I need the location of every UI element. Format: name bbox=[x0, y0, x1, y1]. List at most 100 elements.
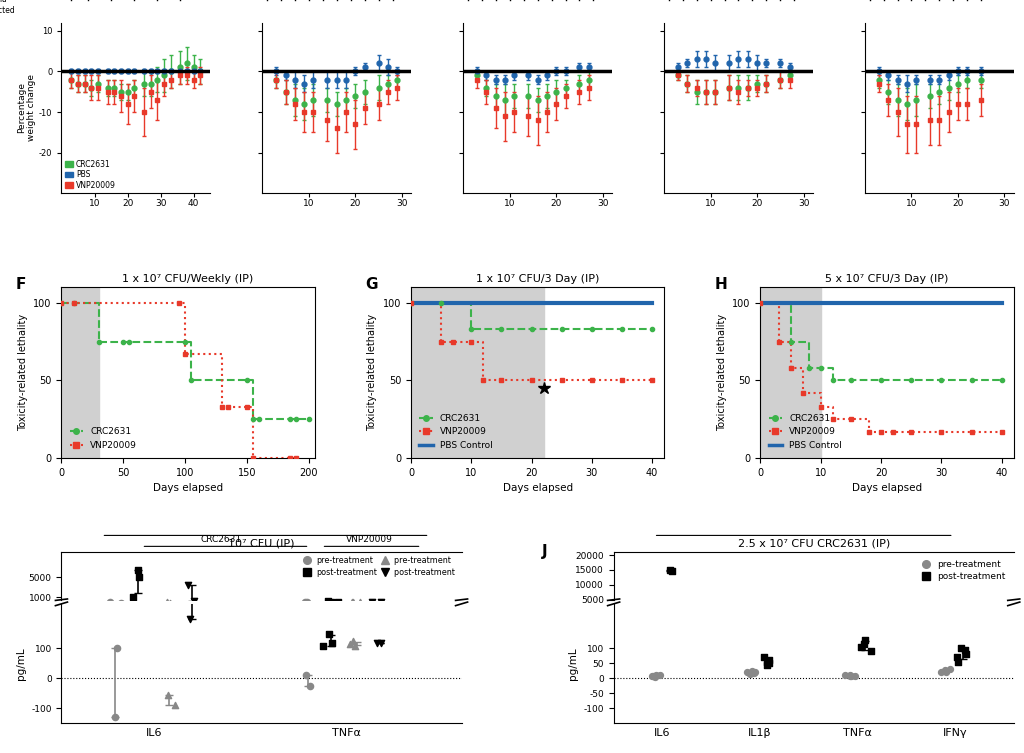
Point bbox=[650, 608, 667, 620]
Point bbox=[843, 608, 859, 620]
Point bbox=[321, 596, 337, 608]
Point bbox=[938, 665, 954, 677]
Point bbox=[842, 608, 858, 620]
Y-axis label: pg/mL: pg/mL bbox=[15, 647, 26, 680]
Point bbox=[162, 596, 178, 608]
Point bbox=[129, 375, 145, 387]
Bar bbox=[411, 288, 544, 458]
Point bbox=[651, 608, 668, 620]
Point bbox=[323, 596, 339, 608]
Point bbox=[954, 608, 971, 620]
Point bbox=[956, 644, 973, 656]
Point bbox=[761, 657, 777, 669]
Legend: pre-treatment, post-treatment: pre-treatment, post-treatment bbox=[920, 556, 1010, 584]
Point bbox=[741, 608, 758, 620]
Point bbox=[861, 608, 878, 620]
Point bbox=[742, 668, 759, 680]
Title: 10⁷ CFU (IP): 10⁷ CFU (IP) bbox=[228, 538, 295, 548]
Y-axis label: Toxicity-related lethality: Toxicity-related lethality bbox=[368, 314, 377, 431]
Title: 1 x 10⁷ CFU/Weekly (IP): 1 x 10⁷ CFU/Weekly (IP) bbox=[123, 274, 254, 284]
Point bbox=[645, 608, 662, 620]
Point bbox=[185, 595, 202, 607]
Point bbox=[950, 656, 967, 668]
Point bbox=[369, 637, 385, 649]
Y-axis label: Percentage
weight change: Percentage weight change bbox=[16, 75, 36, 142]
Text: Plasma
Collected: Plasma Collected bbox=[0, 0, 15, 15]
Point bbox=[938, 666, 954, 678]
Point bbox=[746, 666, 763, 678]
Point bbox=[167, 699, 183, 711]
Point bbox=[330, 596, 346, 608]
Point bbox=[662, 564, 678, 576]
Text: G: G bbox=[366, 277, 378, 292]
Point bbox=[373, 596, 389, 608]
Point bbox=[761, 608, 777, 620]
Point bbox=[160, 688, 176, 700]
Legend: CRC2631, VNP20009, PBS Control: CRC2631, VNP20009, PBS Control bbox=[416, 410, 497, 453]
Point bbox=[843, 670, 859, 682]
Legend: pre-treatment, post-treatment, pre-treatment , post-treatment : pre-treatment, post-treatment, pre-treat… bbox=[303, 556, 458, 577]
Title: 5 x 10⁷ CFU/3 Day (IP): 5 x 10⁷ CFU/3 Day (IP) bbox=[825, 274, 949, 284]
Point bbox=[125, 591, 141, 603]
Point bbox=[951, 608, 968, 620]
Point bbox=[841, 608, 857, 620]
Point bbox=[324, 636, 340, 648]
Point bbox=[345, 635, 361, 647]
Point bbox=[761, 654, 777, 666]
Point bbox=[847, 670, 863, 682]
X-axis label: Days elapsed: Days elapsed bbox=[153, 483, 223, 493]
Bar bbox=[61, 288, 98, 458]
Point bbox=[756, 651, 772, 663]
Point bbox=[321, 627, 337, 639]
Point bbox=[651, 669, 668, 681]
Point bbox=[738, 608, 755, 620]
Point bbox=[852, 608, 868, 620]
Point bbox=[298, 596, 314, 608]
X-axis label: Days elapsed: Days elapsed bbox=[852, 483, 923, 493]
Point bbox=[365, 596, 381, 608]
Point bbox=[843, 608, 859, 620]
Point bbox=[109, 642, 125, 654]
Point bbox=[842, 669, 858, 681]
Point bbox=[739, 666, 756, 678]
Point bbox=[182, 613, 199, 625]
Point bbox=[751, 608, 767, 620]
Point bbox=[939, 608, 955, 620]
Point bbox=[760, 608, 776, 620]
Point bbox=[739, 608, 756, 620]
Point bbox=[646, 671, 663, 683]
Point bbox=[937, 664, 953, 676]
Point bbox=[857, 608, 873, 620]
Point bbox=[761, 608, 777, 620]
X-axis label: Days elapsed: Days elapsed bbox=[503, 483, 572, 493]
Point bbox=[344, 596, 360, 608]
Point bbox=[106, 711, 123, 723]
Point bbox=[959, 608, 976, 620]
Point bbox=[933, 666, 949, 678]
Point bbox=[853, 641, 869, 653]
Point bbox=[302, 680, 318, 692]
Text: CRC2631: CRC2631 bbox=[201, 535, 242, 544]
Text: J: J bbox=[542, 544, 547, 559]
Point bbox=[953, 642, 970, 654]
Point bbox=[647, 669, 664, 681]
Point bbox=[159, 596, 175, 608]
Point bbox=[765, 608, 781, 620]
Point bbox=[352, 596, 369, 608]
Point bbox=[342, 638, 358, 650]
Point bbox=[857, 633, 873, 645]
Point bbox=[937, 608, 953, 620]
Point bbox=[130, 571, 146, 583]
Bar bbox=[761, 288, 821, 458]
Point bbox=[649, 608, 666, 620]
Text: H: H bbox=[715, 277, 728, 292]
Point bbox=[842, 669, 858, 681]
Point bbox=[951, 608, 968, 620]
Y-axis label: Toxicity-related lethality: Toxicity-related lethality bbox=[17, 314, 28, 431]
Point bbox=[743, 665, 760, 677]
Point bbox=[745, 608, 762, 620]
Point bbox=[179, 578, 196, 590]
Text: VNP20009: VNP20009 bbox=[346, 535, 393, 544]
Point bbox=[856, 638, 872, 650]
Point bbox=[101, 596, 118, 608]
